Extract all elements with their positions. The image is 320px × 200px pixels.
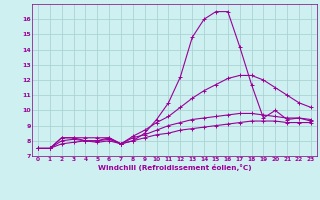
X-axis label: Windchill (Refroidissement éolien,°C): Windchill (Refroidissement éolien,°C) xyxy=(98,164,251,171)
